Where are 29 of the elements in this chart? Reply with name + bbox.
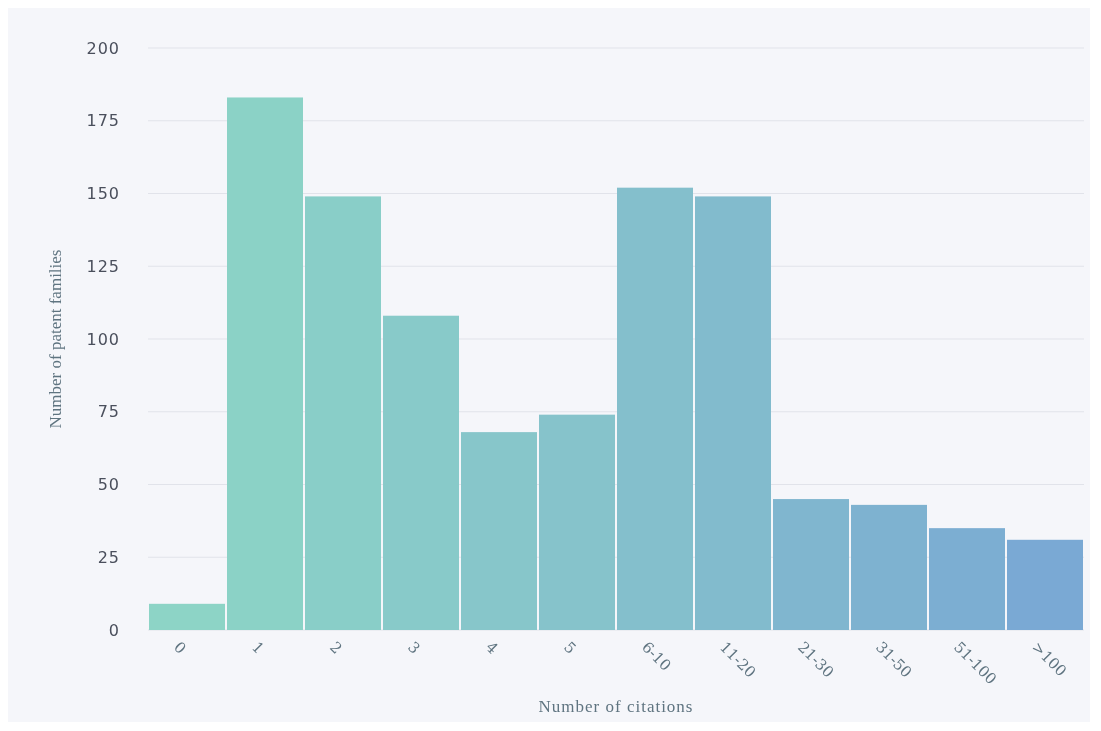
bar [539,414,615,630]
y-tick-label: 150 [86,184,120,204]
bar [617,187,693,630]
y-tick-label: 50 [97,475,120,495]
bar [695,196,771,630]
bar [929,528,1005,630]
y-tick-label: 125 [86,256,120,276]
x-tick-label: 4 [482,638,502,658]
x-tick-label: 5 [560,638,580,658]
x-tick-label: 2 [326,638,346,658]
y-tick-label: 25 [97,547,120,567]
y-tick-label: 200 [86,38,120,58]
bar [305,196,381,630]
x-tick-label: 0 [170,638,190,658]
bar [851,504,927,630]
x-axis-title: Number of citations [538,697,694,716]
bar [773,499,849,630]
x-tick-label: 1 [248,638,268,658]
y-tick-label: 0 [108,620,120,640]
y-tick-label: 100 [86,329,120,349]
x-tick-label: 3 [404,638,424,658]
bar [461,432,537,630]
y-tick-label: 175 [86,111,120,131]
bar [383,315,459,630]
bar [1007,539,1083,630]
bar [149,603,225,630]
y-tick-label: 75 [97,402,120,422]
y-axis-title: Number of patent families [46,249,65,429]
bar [227,97,303,630]
